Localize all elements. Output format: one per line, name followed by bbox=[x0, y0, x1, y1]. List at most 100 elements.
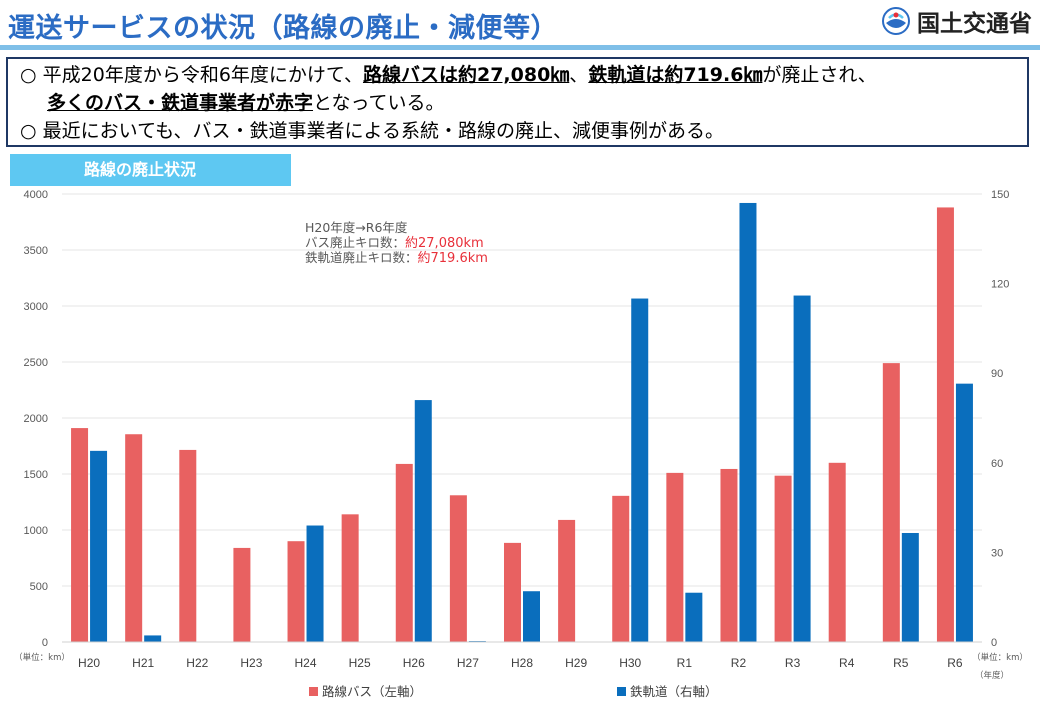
bar-bus-H29 bbox=[558, 519, 576, 642]
bar-bus-H28 bbox=[504, 542, 521, 642]
bar-bus-R5 bbox=[882, 363, 900, 642]
left-tick-label: 3000 bbox=[24, 301, 48, 313]
chart-tab: 路線の廃止状況 bbox=[10, 154, 291, 186]
summary-text: となっている。 bbox=[313, 92, 445, 114]
bar-bus-H24 bbox=[287, 541, 305, 642]
summary-line-3: ○ 最近においても、バス・鉄道事業者による系統・路線の廃止、減便事例がある。 bbox=[20, 119, 724, 143]
left-tick-label: 1000 bbox=[24, 525, 48, 537]
legend-rail-swatch bbox=[617, 687, 626, 696]
x-tick-label: H30 bbox=[619, 656, 641, 670]
x-axis-ticks: H20 H21 H22 H23 H24 H25 H26 H27 H28 H29 H30 R1 R2 R3 R… bbox=[78, 656, 963, 670]
summary-text: 、 bbox=[569, 64, 589, 86]
bar-bus-H21 bbox=[125, 434, 143, 642]
bullet: ○ bbox=[20, 64, 37, 86]
summary-text: が廃止され、 bbox=[762, 64, 877, 86]
x-tick-label: H29 bbox=[565, 656, 587, 670]
x-tick-label: R6 bbox=[947, 656, 963, 670]
bar-rail-H30 bbox=[631, 298, 649, 642]
legend-rail-label: 鉄軌道（右軸） bbox=[630, 684, 718, 699]
annotation-bus-label: バス廃止キロ数： bbox=[305, 235, 405, 250]
right-tick-label: 30 bbox=[991, 547, 1003, 559]
summary-text: 最近においても、バス・鉄道事業者による系統・路線の廃止、減便事例がある。 bbox=[42, 120, 724, 142]
left-tick-label: 4000 bbox=[24, 189, 48, 201]
bar-rail-R1 bbox=[685, 592, 703, 642]
right-tick-label: 150 bbox=[991, 189, 1009, 201]
left-tick-label: 2500 bbox=[24, 357, 48, 369]
summary-line-2: 多くのバス・鉄道事業者が赤字となっている。 bbox=[47, 91, 445, 115]
annotation-rail-label: 鉄軌道廃止キロ数： bbox=[305, 250, 418, 265]
bar-rail-R2 bbox=[739, 202, 757, 642]
bar-bus-H20 bbox=[71, 428, 89, 642]
right-axis-ticks: 0 30 60 90 120 150 bbox=[991, 189, 1009, 649]
bar-bus-R2 bbox=[720, 468, 738, 642]
left-axis-ticks: 0 500 1000 1500 2000 2500 3000 3500 4000 bbox=[24, 189, 48, 649]
x-tick-label: H24 bbox=[295, 656, 317, 670]
bar-bus-H22 bbox=[179, 449, 197, 642]
x-tick-label: H28 bbox=[511, 656, 533, 670]
legend-bus-swatch bbox=[309, 687, 318, 696]
ministry-name: 国土交通省 bbox=[917, 11, 1032, 37]
bar-rail-R3 bbox=[793, 295, 811, 642]
legend-bus-label: 路線バス（左軸） bbox=[322, 684, 422, 699]
page-title: 運送サービスの状況（路線の廃止・減便等） bbox=[8, 13, 558, 44]
left-tick-label: 1500 bbox=[24, 469, 48, 481]
x-tick-label: R5 bbox=[893, 656, 909, 670]
bar-rail-R5 bbox=[901, 532, 919, 642]
bar-rail-H28 bbox=[523, 591, 540, 642]
bar-rail-R6 bbox=[955, 383, 973, 642]
bar-bus-H27 bbox=[449, 495, 467, 642]
annotation-rail-value: 約719.6km bbox=[418, 251, 488, 266]
bar-rail-H20 bbox=[90, 450, 108, 642]
x-tick-label: H20 bbox=[78, 656, 100, 670]
chart-legend: 路線バス（左軸） 鉄軌道（右軸） bbox=[309, 684, 718, 699]
title-underline bbox=[0, 45, 1040, 50]
bus-abolished-highlight: 路線バスは約27,080㎞ bbox=[362, 64, 570, 86]
bullet: ○ bbox=[20, 120, 37, 142]
bar-bus-R6 bbox=[936, 207, 954, 642]
left-tick-label: 500 bbox=[30, 581, 48, 593]
x-tick-label: H26 bbox=[403, 656, 425, 670]
annotation-period: H20年度→R6年度 bbox=[305, 220, 408, 235]
x-tick-label: H23 bbox=[240, 656, 262, 670]
right-tick-label: 0 bbox=[991, 637, 997, 649]
bar-rail-H26 bbox=[414, 400, 432, 642]
bar-bus-H25 bbox=[341, 514, 359, 642]
summary-line-1: ○ 平成20年度から令和6年度にかけて、路線バスは約27,080㎞、鉄軌道は約7… bbox=[20, 63, 877, 87]
rail-abolished-highlight: 鉄軌道は約719.6㎞ bbox=[588, 64, 763, 86]
x-tick-label: R4 bbox=[839, 656, 855, 670]
left-tick-label: 3500 bbox=[24, 245, 48, 257]
chart-bars bbox=[71, 202, 973, 643]
bar-bus-H23 bbox=[233, 547, 251, 642]
deficit-highlight: 多くのバス・鉄道事業者が赤字 bbox=[47, 92, 314, 114]
bar-rail-H24 bbox=[306, 525, 324, 642]
bar-bus-R1 bbox=[666, 472, 684, 642]
bar-rail-H21 bbox=[144, 635, 162, 642]
x-tick-label: H25 bbox=[349, 656, 371, 670]
x-unit-label: （年度） bbox=[975, 670, 1009, 681]
right-tick-label: 90 bbox=[991, 368, 1003, 380]
annotation-bus: バス廃止キロ数：約27,080km bbox=[305, 235, 484, 251]
left-tick-label: 2000 bbox=[24, 413, 48, 425]
bar-bus-H30 bbox=[612, 495, 630, 642]
ministry-logo: 国土交通省 bbox=[881, 4, 1032, 38]
left-tick-label: 0 bbox=[42, 637, 48, 649]
right-tick-label: 120 bbox=[991, 279, 1009, 291]
x-tick-label: R2 bbox=[731, 656, 747, 670]
bar-bus-R4 bbox=[828, 462, 846, 642]
x-tick-label: R3 bbox=[785, 656, 801, 670]
summary-text: 平成20年度から令和6年度にかけて、 bbox=[42, 64, 363, 86]
annotation-bus-value: 約27,080km bbox=[405, 236, 484, 251]
summary-box: ○ 平成20年度から令和6年度にかけて、路線バスは約27,080㎞、鉄軌道は約7… bbox=[6, 57, 1029, 147]
right-unit-label: （単位：km） bbox=[972, 652, 1028, 663]
x-tick-label: H27 bbox=[457, 656, 479, 670]
x-tick-label: H22 bbox=[186, 656, 208, 670]
x-tick-label: R1 bbox=[677, 656, 693, 670]
chart-gridlines bbox=[62, 193, 982, 587]
bar-bus-R3 bbox=[774, 475, 792, 642]
right-tick-label: 60 bbox=[991, 458, 1003, 470]
annotation-rail: 鉄軌道廃止キロ数：約719.6km bbox=[305, 250, 488, 266]
left-unit-label: （単位：km） bbox=[14, 652, 70, 663]
ministry-emblem-icon bbox=[882, 7, 910, 35]
bar-bus-H26 bbox=[395, 463, 413, 642]
